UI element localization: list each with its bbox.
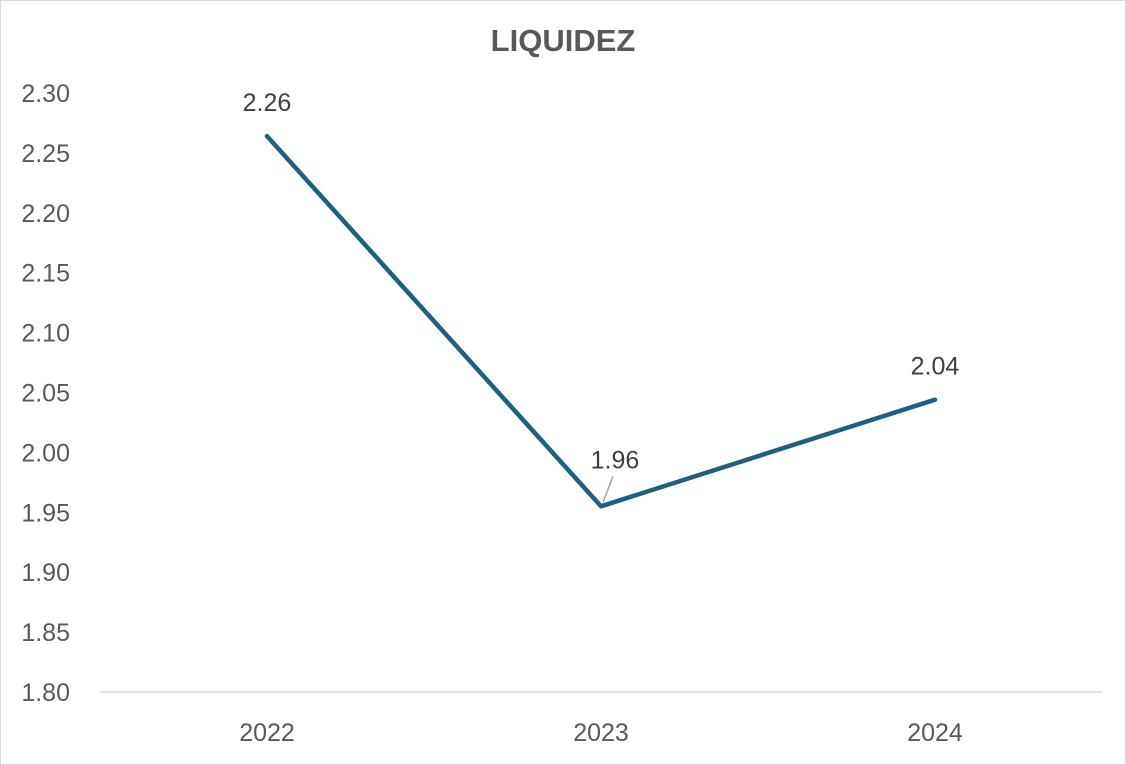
data-label: 1.96 [591, 446, 640, 474]
data-label: 2.04 [911, 353, 960, 381]
x-tick-label: 2022 [239, 719, 295, 747]
data-label-leader [602, 476, 614, 503]
y-tick-label: 1.85 [21, 619, 70, 647]
y-tick-label: 2.25 [21, 140, 70, 168]
y-tick-label: 1.80 [21, 679, 70, 707]
y-tick-label: 2.05 [21, 380, 70, 408]
y-tick-label: 2.10 [21, 320, 70, 348]
y-tick-label: 2.20 [21, 200, 70, 228]
chart-title: LIQUIDEZ [491, 23, 636, 58]
series-line [264, 133, 938, 509]
y-tick-label: 1.95 [21, 499, 70, 527]
y-tick-label: 1.90 [21, 559, 70, 587]
series-layer [264, 133, 938, 509]
y-tick-label: 2.30 [21, 80, 70, 108]
x-tick-label: 2023 [573, 719, 629, 747]
x-axis: 2022 2023 2024 [239, 719, 963, 747]
data-labels: 2.26 1.96 2.04 [243, 89, 960, 503]
x-tick-label: 2024 [907, 719, 963, 747]
y-tick-label: 2.00 [21, 439, 70, 467]
data-label: 2.26 [243, 89, 292, 117]
y-tick-label: 2.15 [21, 260, 70, 288]
y-axis: 1.80 1.85 1.90 1.95 2.00 2.05 2.10 2.15 2.20 2.25… [21, 80, 70, 707]
